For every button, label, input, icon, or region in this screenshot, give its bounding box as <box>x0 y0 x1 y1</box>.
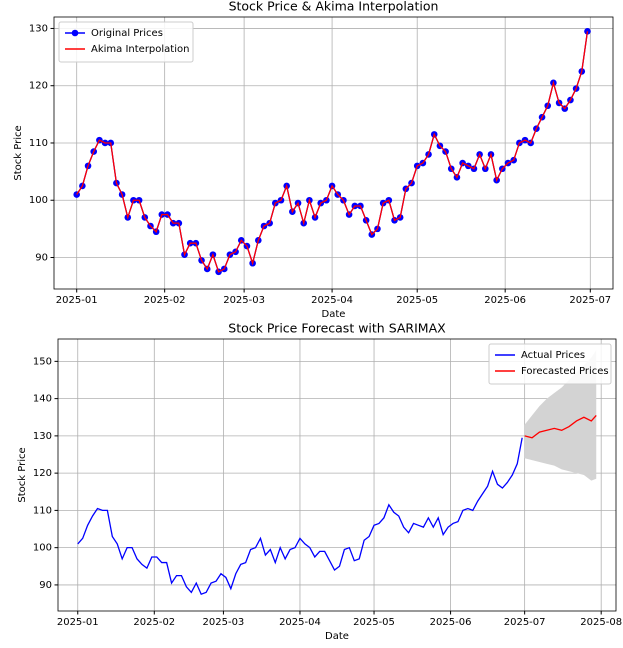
x-tick-label: 2025-01 <box>56 295 98 306</box>
x-tick-label: 2025-08 <box>580 617 622 628</box>
y-tick-label: 100 <box>29 195 48 206</box>
x-tick-label: 2025-04 <box>311 295 353 306</box>
x-tick-label: 2025-02 <box>144 295 186 306</box>
x-tick-label: 2025-04 <box>279 617 321 628</box>
y-axis-label: Stock Price <box>13 125 24 180</box>
y-tick-label: 90 <box>39 580 52 591</box>
x-tick-label: 2025-05 <box>353 617 395 628</box>
x-tick-label: 2025-06 <box>484 295 526 306</box>
legend-label: Forecasted Prices <box>521 366 609 377</box>
data-point <box>73 191 81 198</box>
y-tick-label: 130 <box>29 23 48 34</box>
x-axis-label: Date <box>325 631 349 642</box>
x-axis-label: Date <box>322 309 346 320</box>
legend-box <box>488 343 612 385</box>
y-tick-label: 130 <box>33 431 52 442</box>
legend-label: Akima Interpolation <box>91 44 189 55</box>
y-tick-label: 120 <box>29 81 48 92</box>
y-tick-label: 110 <box>33 505 52 516</box>
y-tick-label: 90 <box>35 253 48 264</box>
y-axis-label: Stock Price <box>17 447 28 502</box>
y-tick-label: 100 <box>33 543 52 554</box>
y-tick-label: 140 <box>33 394 52 405</box>
legend-label: Actual Prices <box>521 350 585 361</box>
x-tick-label: 2025-07 <box>569 295 611 306</box>
x-tick-label: 2025-03 <box>203 617 245 628</box>
subplot: Stock Price & Akima Interpolation 2025-01… <box>13 0 614 320</box>
legend-marker <box>71 29 79 37</box>
legend: Actual Prices Forecasted Prices <box>488 343 612 385</box>
x-tick-label: 2025-07 <box>504 617 546 628</box>
chart-title: Stock Price & Akima Interpolation <box>229 0 439 14</box>
y-tick-label: 150 <box>33 356 52 367</box>
chart-title: Stock Price Forecast with SARIMAX <box>228 321 446 336</box>
legend: Original Prices Akima Interpolation <box>58 21 194 63</box>
x-tick-label: 2025-03 <box>223 295 265 306</box>
subplot: Stock Price Forecast with SARIMAX 2025-01… <box>17 321 622 643</box>
x-tick-label: 2025-05 <box>396 295 438 306</box>
y-tick-label: 120 <box>33 468 52 479</box>
plot-frame <box>57 338 617 612</box>
x-tick-label: 2025-06 <box>430 617 472 628</box>
x-tick-label: 2025-02 <box>133 617 175 628</box>
legend-box <box>58 21 194 63</box>
series-line <box>77 437 523 596</box>
legend-label: Original Prices <box>91 28 163 39</box>
plot-frame <box>53 16 614 290</box>
series-line <box>524 414 597 439</box>
series-line <box>76 31 589 273</box>
x-tick-label: 2025-01 <box>57 617 99 628</box>
y-tick-label: 110 <box>29 138 48 149</box>
